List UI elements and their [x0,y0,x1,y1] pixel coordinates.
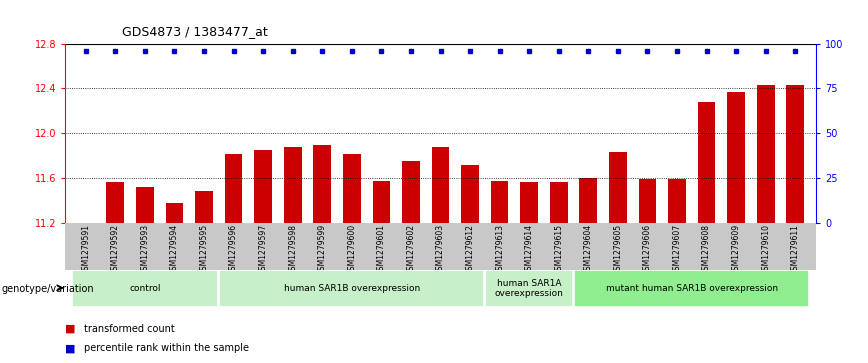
Bar [402,162,420,223]
Bar [71,270,218,307]
Bar [490,180,509,223]
Text: GSM1279599: GSM1279599 [318,224,326,275]
Text: GSM1279601: GSM1279601 [377,224,386,275]
Text: GSM1279602: GSM1279602 [406,224,416,275]
Text: GSM1279613: GSM1279613 [495,224,504,275]
Bar [668,179,686,223]
Text: GSM1279600: GSM1279600 [347,224,357,275]
Text: GSM1279605: GSM1279605 [614,224,622,275]
Bar [136,187,154,223]
Text: GSM1279595: GSM1279595 [200,224,208,275]
Text: GSM1279607: GSM1279607 [673,224,681,275]
Text: GSM1279592: GSM1279592 [111,224,120,275]
Bar [757,85,774,223]
Bar [284,147,301,223]
Bar [786,85,804,223]
Bar [166,203,183,223]
Text: ■: ■ [65,323,76,334]
Bar [609,152,627,223]
Text: GSM1279594: GSM1279594 [170,224,179,275]
Bar [485,270,573,307]
Text: human SAR1A
overexpression: human SAR1A overexpression [495,279,563,298]
Text: GSM1279606: GSM1279606 [643,224,652,275]
Text: mutant human SAR1B overexpression: mutant human SAR1B overexpression [606,284,778,293]
Text: GSM1279591: GSM1279591 [82,224,90,275]
Bar [107,182,124,223]
Text: GSM1279615: GSM1279615 [555,224,563,275]
Text: human SAR1B overexpression: human SAR1B overexpression [284,284,420,293]
Text: GSM1279614: GSM1279614 [524,224,534,275]
Text: genotype/variation: genotype/variation [2,284,95,294]
Text: transformed count: transformed count [84,323,175,334]
Bar [727,92,745,223]
Text: GSM1279609: GSM1279609 [732,224,740,275]
Text: GDS4873 / 1383477_at: GDS4873 / 1383477_at [122,25,267,38]
Bar [372,180,391,223]
Text: GSM1279611: GSM1279611 [791,224,799,275]
Bar [225,154,242,223]
Text: GSM1279596: GSM1279596 [229,224,238,275]
Text: GSM1279610: GSM1279610 [761,224,770,275]
Bar [698,102,715,223]
Bar [220,270,484,307]
Text: GSM1279608: GSM1279608 [702,224,711,275]
Bar [313,144,331,223]
Text: GSM1279598: GSM1279598 [288,224,297,275]
Bar [195,191,213,223]
Text: GSM1279612: GSM1279612 [465,224,475,275]
Bar [431,147,450,223]
Bar [550,182,568,223]
Text: GSM1279603: GSM1279603 [436,224,445,275]
Bar [520,182,538,223]
Bar [580,178,597,223]
Bar [639,179,656,223]
Text: GSM1279593: GSM1279593 [141,224,149,275]
Bar [254,150,272,223]
Text: control: control [129,284,161,293]
Text: ■: ■ [65,343,76,354]
Bar [343,154,361,223]
Bar [461,165,479,223]
Text: GSM1279604: GSM1279604 [584,224,593,275]
Text: GSM1279597: GSM1279597 [259,224,267,275]
Bar [574,270,810,307]
Text: percentile rank within the sample: percentile rank within the sample [84,343,249,354]
